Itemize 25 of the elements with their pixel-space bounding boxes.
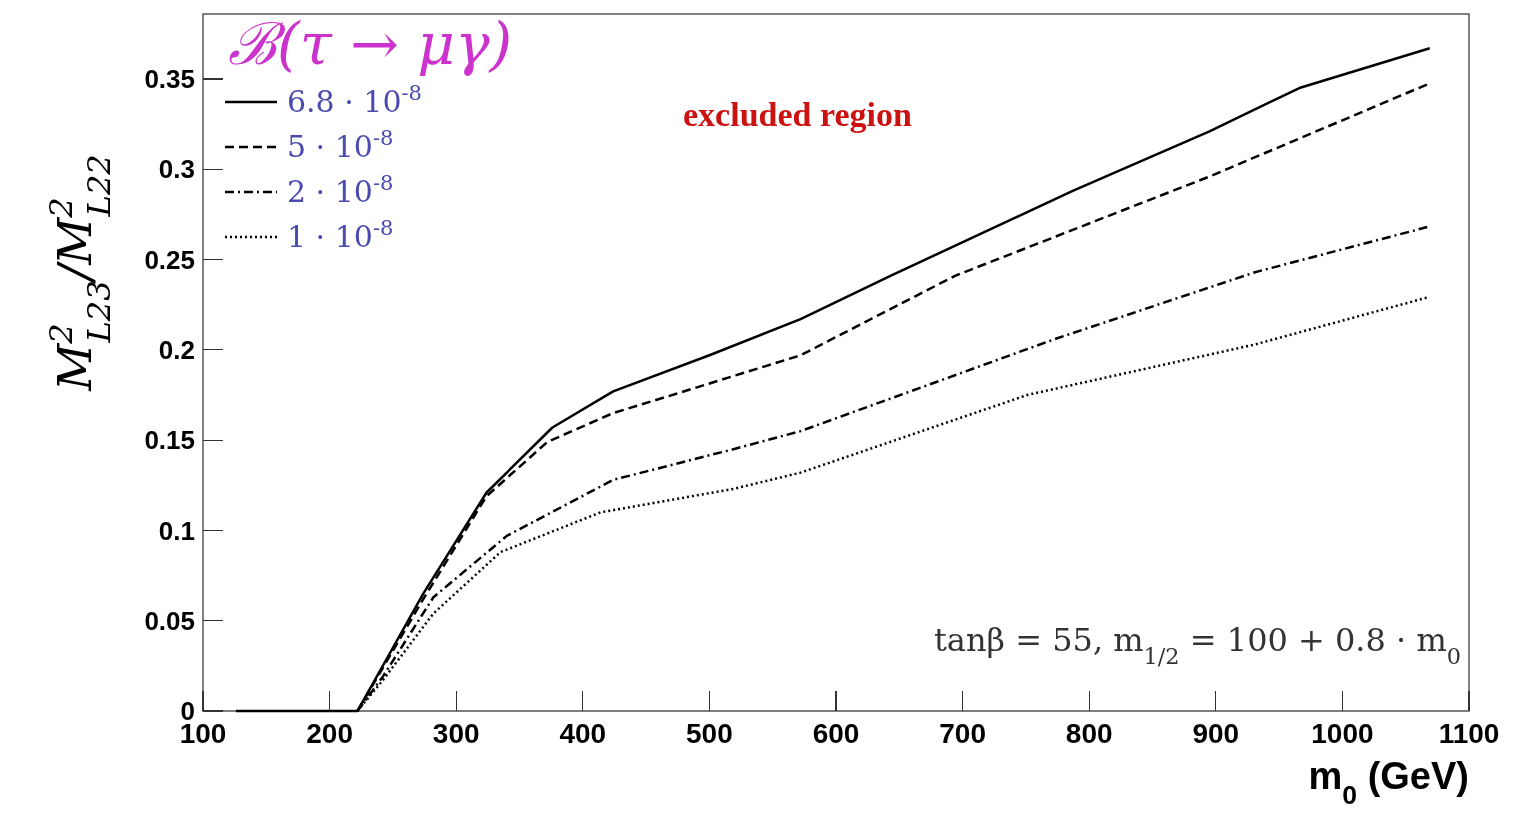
x-tick-label: 300 (432, 718, 480, 749)
x-tick-label: 500 (686, 718, 733, 749)
y-tick-label: 0.05 (144, 605, 195, 636)
y-tick-label: 0.15 (144, 425, 195, 456)
x-tick-label: 200 (306, 718, 353, 749)
y-tick-label: 0.35 (144, 64, 195, 95)
x-tick-label: 800 (1065, 718, 1113, 749)
x-tick-label: 700 (939, 718, 986, 749)
legend-label: 2 · 10$^{-8}$ (287, 171, 394, 209)
y-tick-label: 0.25 (144, 244, 195, 275)
legend-label: 5 · 10$^{-8}$ (287, 126, 394, 164)
x-tick-label: 900 (1192, 718, 1240, 749)
legend-label: 1 · 10$^{-8}$ (287, 216, 394, 254)
legend-label: 6.8 · 10$^{-8}$ (287, 81, 422, 119)
annotation: tanβ = 55, m$_{1/2}$ = 100 + 0.8 · m$_{0}$ (933, 621, 1461, 669)
y-tick-label: 0.3 (158, 154, 195, 185)
y-tick-label: 0.2 (158, 334, 195, 365)
x-axis-title: m$_{0}$ (GeV) (1308, 755, 1469, 810)
annotation: excluded region (683, 96, 912, 133)
x-tick-label: 400 (559, 718, 607, 749)
y-tick-label: 0.1 (158, 515, 195, 546)
x-tick-label: 600 (812, 718, 860, 749)
x-tick-label: 1000 (1311, 718, 1374, 749)
x-tick-label: 1100 (1438, 718, 1500, 749)
chart-title: ℬ(τ → μγ) (228, 10, 513, 78)
